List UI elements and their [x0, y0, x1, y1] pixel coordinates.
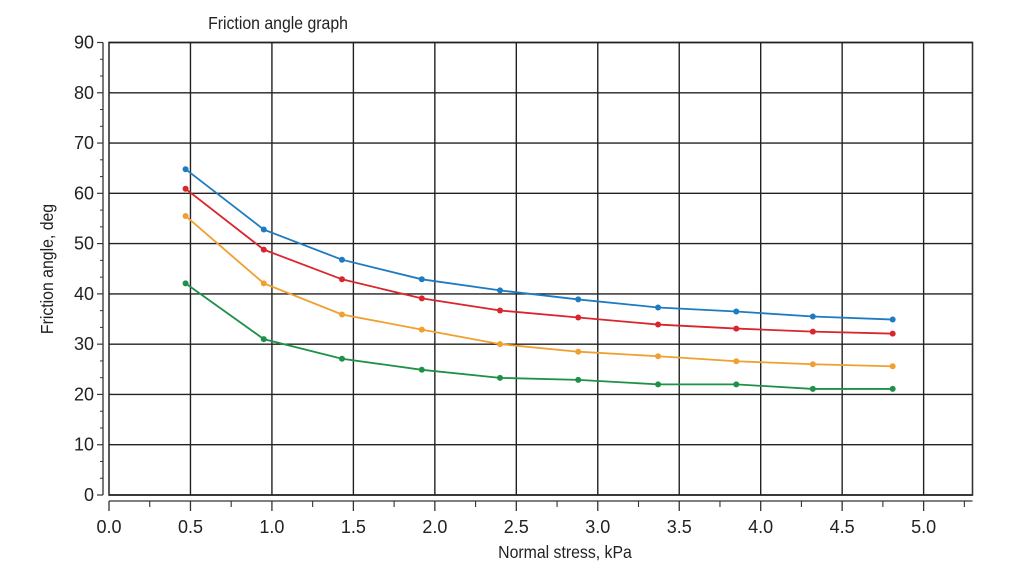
data-point — [733, 358, 740, 365]
x-tick-label: 4.5 — [830, 517, 855, 537]
data-point — [655, 353, 662, 360]
data-point — [889, 330, 896, 337]
data-point — [260, 226, 267, 233]
series-2 — [182, 185, 896, 337]
data-point — [655, 381, 662, 388]
axes: 0 10 20 30 40 50 60 70 80 90 0.0 0.5 1.0 1.5 2.0 2.5 3.0… — [74, 33, 973, 537]
data-point — [575, 314, 582, 321]
plot-frame — [108, 41, 974, 496]
data-point — [575, 296, 582, 303]
data-point — [809, 313, 816, 320]
x-tick-label: 0.0 — [96, 517, 121, 537]
data-point — [733, 381, 740, 388]
series-line — [185, 282, 893, 390]
x-tick-label: 3.5 — [667, 517, 692, 537]
x-tick-label: 5.0 — [911, 517, 936, 537]
data-point — [260, 336, 267, 343]
data-point — [338, 311, 345, 318]
y-tick-label: 60 — [74, 183, 94, 203]
y-tick-label: 0 — [84, 485, 94, 505]
data-point — [809, 361, 816, 368]
data-point — [260, 246, 267, 253]
data-point — [575, 376, 582, 383]
grid — [108, 41, 974, 496]
data-point — [182, 212, 189, 219]
x-tick-label: 3.0 — [585, 517, 610, 537]
y-tick-label: 90 — [74, 33, 94, 53]
x-tick-label: 0.5 — [178, 517, 203, 537]
data-point — [655, 321, 662, 328]
series-line — [185, 188, 893, 335]
data-point — [889, 385, 896, 392]
data-point — [889, 316, 896, 323]
data-point — [418, 295, 425, 302]
data-point — [418, 366, 425, 373]
data-point — [497, 374, 504, 381]
chart-title: Friction angle graph — [208, 13, 348, 33]
y-axis-label: Friction angle, deg — [37, 204, 57, 334]
series-line — [185, 168, 893, 321]
y-tick-label: 30 — [74, 334, 94, 354]
series-4 — [182, 280, 896, 392]
data-point — [497, 341, 504, 348]
y-tick-label: 20 — [74, 384, 94, 404]
y-tick-label: 10 — [74, 435, 94, 455]
data-point — [809, 328, 816, 335]
x-tick-label: 1.0 — [259, 517, 284, 537]
data-point — [809, 385, 816, 392]
series-group — [182, 166, 896, 392]
y-tick-label: 70 — [74, 133, 94, 153]
data-point — [655, 304, 662, 311]
series-3 — [182, 212, 896, 370]
data-point — [889, 363, 896, 370]
x-tick-label: 2.0 — [422, 517, 447, 537]
data-point — [182, 185, 189, 192]
x-tick-label: 2.5 — [504, 517, 529, 537]
series-1 — [182, 166, 896, 323]
x-tick-label: 4.0 — [748, 517, 773, 537]
data-point — [338, 256, 345, 263]
data-point — [733, 325, 740, 332]
data-point — [182, 280, 189, 287]
data-point — [497, 287, 504, 294]
data-point — [575, 348, 582, 355]
series-line — [184, 215, 893, 368]
y-tick-label: 80 — [74, 83, 94, 103]
data-point — [338, 355, 345, 362]
data-point — [418, 326, 425, 333]
x-axis-label: Normal stress, kPa — [498, 542, 632, 562]
x-tick-label: 1.5 — [341, 517, 366, 537]
data-point — [497, 307, 504, 314]
data-point — [182, 166, 189, 173]
data-point — [260, 280, 267, 287]
data-point — [733, 308, 740, 315]
y-tick-label: 40 — [74, 284, 94, 304]
data-point — [338, 276, 345, 283]
data-point — [418, 276, 425, 283]
y-tick-label: 50 — [74, 234, 94, 254]
